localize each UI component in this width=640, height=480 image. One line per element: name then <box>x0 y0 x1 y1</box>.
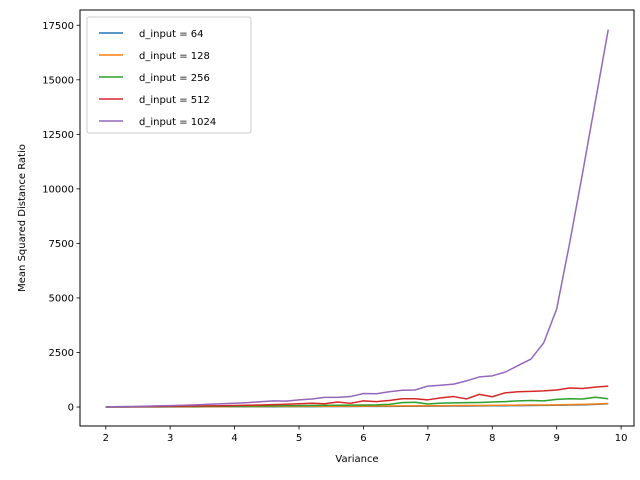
series-line-4 <box>105 29 609 408</box>
y-tick-label: 15000 <box>42 75 74 86</box>
x-tick-label: 8 <box>489 433 495 444</box>
y-tick-label: 0 <box>68 403 74 414</box>
y-tick-label: 7500 <box>49 239 74 250</box>
legend-entry-3: d_input = 512 <box>139 95 210 106</box>
legend-entry-0: d_input = 64 <box>139 29 204 40</box>
x-tick-label: 9 <box>554 433 560 444</box>
plot-area <box>105 29 609 408</box>
x-tick-label: 5 <box>296 433 302 444</box>
legend: d_input = 64 d_input = 128 d_input = 256 d_… <box>86 16 252 134</box>
y-tick-label: 12500 <box>42 130 74 141</box>
y-tick-label: 5000 <box>49 293 74 304</box>
x-axis-label: Variance <box>335 454 378 465</box>
y-tick-label: 17500 <box>42 21 74 32</box>
legend-entry-1: d_input = 128 <box>139 51 210 62</box>
x-tick-label: 7 <box>425 433 431 444</box>
legend-box <box>86 16 252 134</box>
x-tick-label: 10 <box>615 433 628 444</box>
y-tick-label: 10000 <box>42 184 74 195</box>
x-tick-label: 4 <box>231 433 237 444</box>
x-axis-ticks: 2 3 4 5 6 7 8 9 10 <box>103 426 628 444</box>
x-tick-label: 2 <box>103 433 109 444</box>
y-axis-label: Mean Squared Distance Ratio <box>17 144 28 292</box>
y-axis-ticks: 0 2500 5000 7500 10000 12500 15000 17500 <box>42 21 80 414</box>
series-line-3 <box>105 385 609 408</box>
legend-entry-4: d_input = 1024 <box>139 117 216 128</box>
legend-entry-2: d_input = 256 <box>139 73 210 84</box>
y-tick-label: 2500 <box>49 348 74 359</box>
x-tick-label: 3 <box>167 433 173 444</box>
axes-frame <box>79 9 635 427</box>
x-tick-label: 6 <box>360 433 366 444</box>
